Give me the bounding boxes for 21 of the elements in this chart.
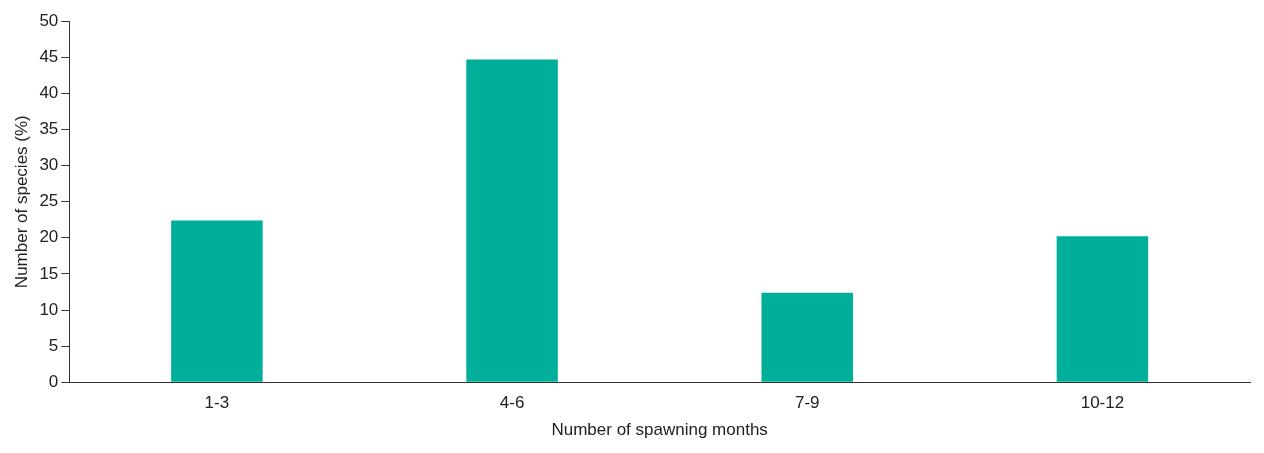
bar: [761, 292, 853, 382]
y-axis-title: Number of species (%): [11, 115, 31, 289]
y-tick-label: 50: [39, 10, 59, 30]
x-axis-title: Number of spawning months: [551, 420, 768, 440]
x-tick-label: 10-12: [1080, 393, 1125, 413]
y-tick-label: 25: [39, 191, 59, 211]
bar: [1056, 236, 1149, 382]
y-tick-label: 45: [39, 46, 59, 66]
y-tick-label: 35: [39, 119, 59, 139]
x-tick-label: 4-6: [499, 393, 525, 413]
x-tick-label: 1-3: [204, 393, 230, 413]
y-tick-label: 20: [39, 227, 59, 247]
y-tick-label: 10: [39, 299, 59, 319]
y-tick-label: 30: [39, 155, 59, 175]
bar: [171, 220, 263, 382]
bar: [466, 59, 558, 382]
y-tick-label: 0: [48, 371, 59, 391]
x-tick-label: 7-9: [794, 393, 820, 413]
y-tick-label: 15: [39, 263, 59, 283]
y-tick-label: 5: [48, 335, 59, 355]
y-tick-label: 40: [39, 83, 59, 103]
